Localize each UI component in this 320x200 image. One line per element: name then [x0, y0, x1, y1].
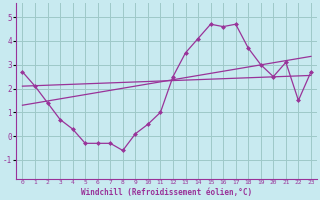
X-axis label: Windchill (Refroidissement éolien,°C): Windchill (Refroidissement éolien,°C): [81, 188, 252, 197]
